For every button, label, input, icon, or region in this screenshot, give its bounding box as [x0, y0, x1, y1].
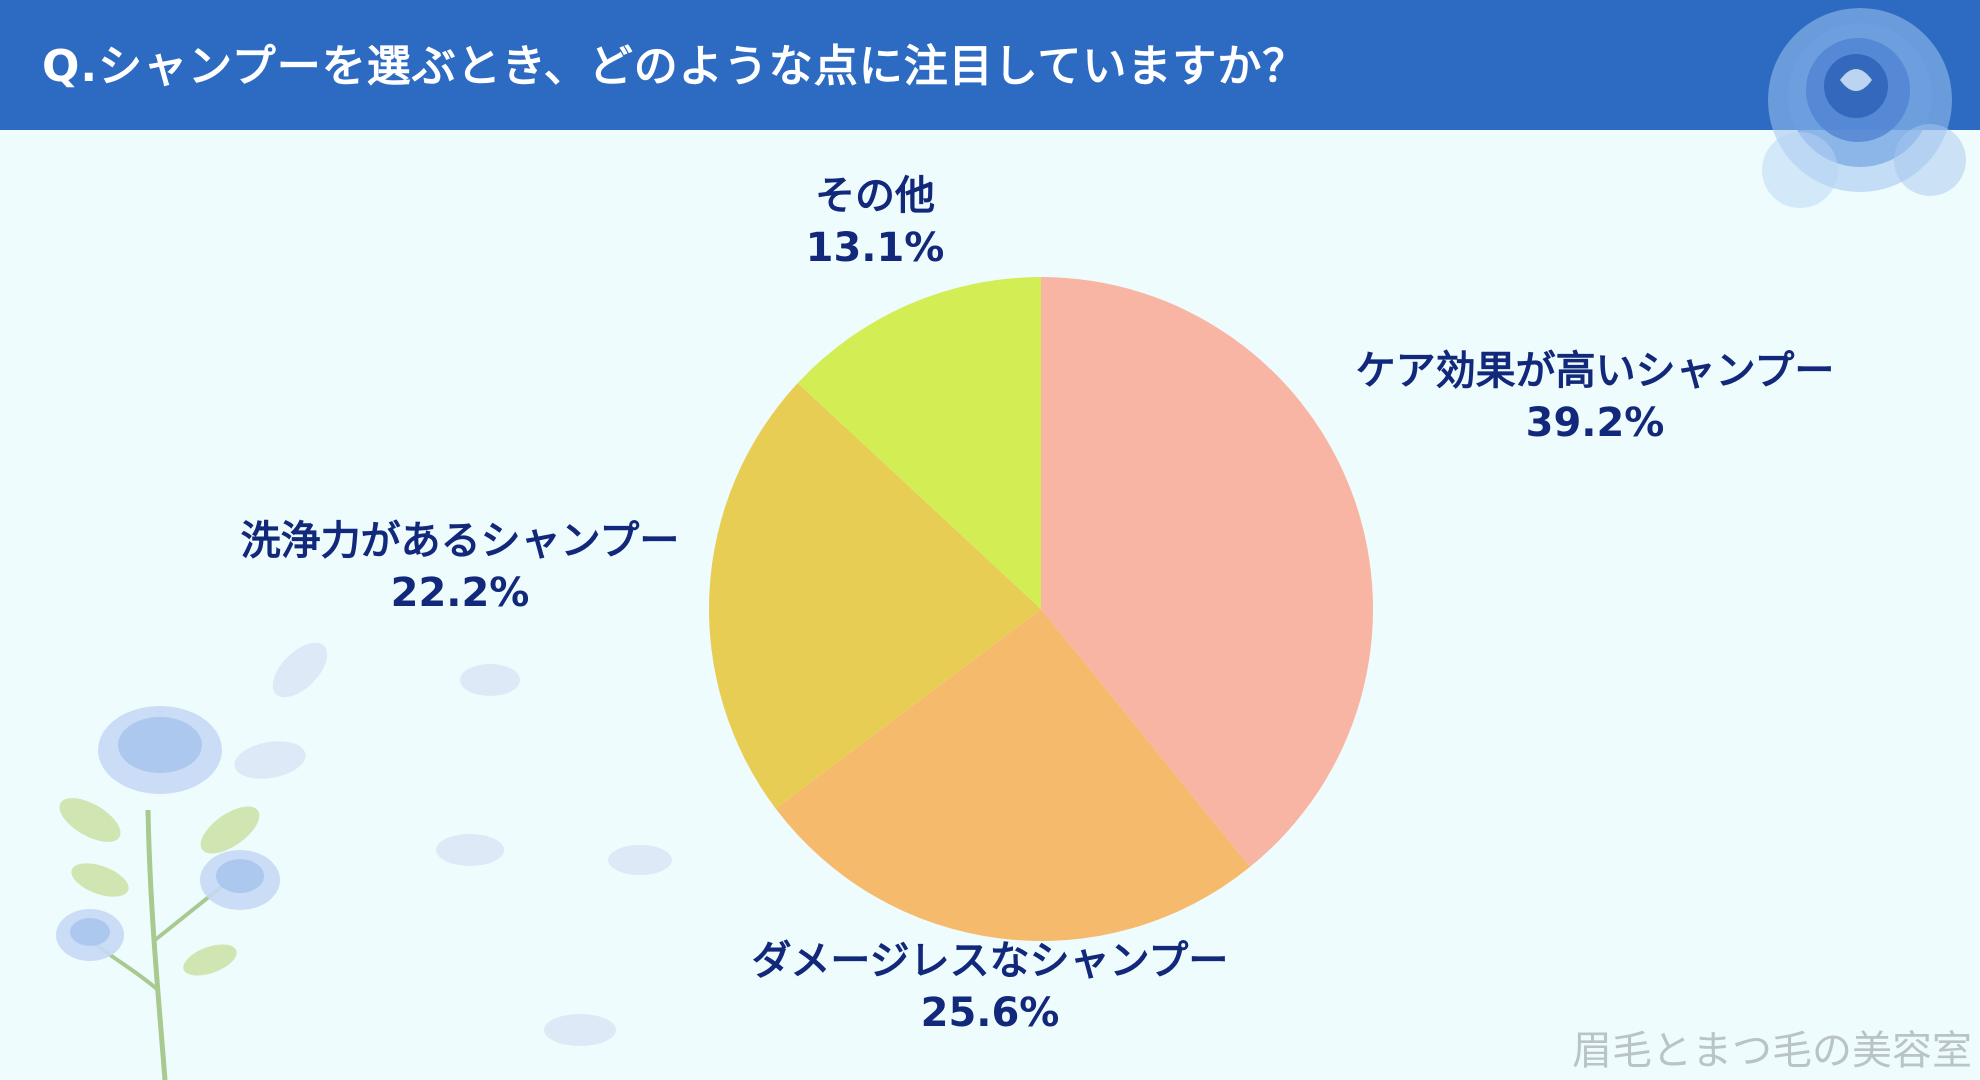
header-bar: Q.シャンプーを選ぶとき、どのような点に注目していますか？: [0, 0, 1980, 130]
slice-label-damage-less-name: ダメージレスなシャンプー: [751, 938, 1229, 984]
slice-label-care-value: 39.2%: [1525, 400, 1665, 446]
petal-icon: [234, 642, 672, 1046]
slice-label-damage-less-value: 25.6%: [920, 990, 1060, 1036]
pie-slice-care: [1041, 277, 1373, 867]
chart-title: Q.シャンプーを選ぶとき、どのような点に注目していますか？: [42, 41, 1308, 92]
blue-rose-icon: [1762, 8, 1966, 208]
slice-label-cleansing: 洗浄力があるシャンプー 22.2%: [170, 515, 750, 619]
rose-branch-icon: [56, 706, 280, 1080]
pie-slice-other: [797, 277, 1041, 609]
slice-label-other-name: その他: [815, 173, 935, 219]
slice-label-care-name: ケア効果が高いシャンプー: [1355, 348, 1835, 394]
pie-slice-damage-less: [775, 609, 1251, 941]
slice-label-other-value: 13.1%: [805, 225, 945, 271]
watermark: 眉毛とまつ毛の美容室: [1572, 1028, 1972, 1074]
slice-label-other: その他 13.1%: [725, 170, 1025, 274]
slice-label-care: ケア効果が高いシャンプー 39.2%: [1315, 345, 1875, 449]
slice-label-cleansing-name: 洗浄力があるシャンプー: [240, 518, 680, 564]
pie-slice-cleansing: [708, 383, 1041, 809]
slice-label-cleansing-value: 22.2%: [390, 570, 530, 616]
slice-label-damage-less: ダメージレスなシャンプー 25.6%: [700, 935, 1280, 1039]
